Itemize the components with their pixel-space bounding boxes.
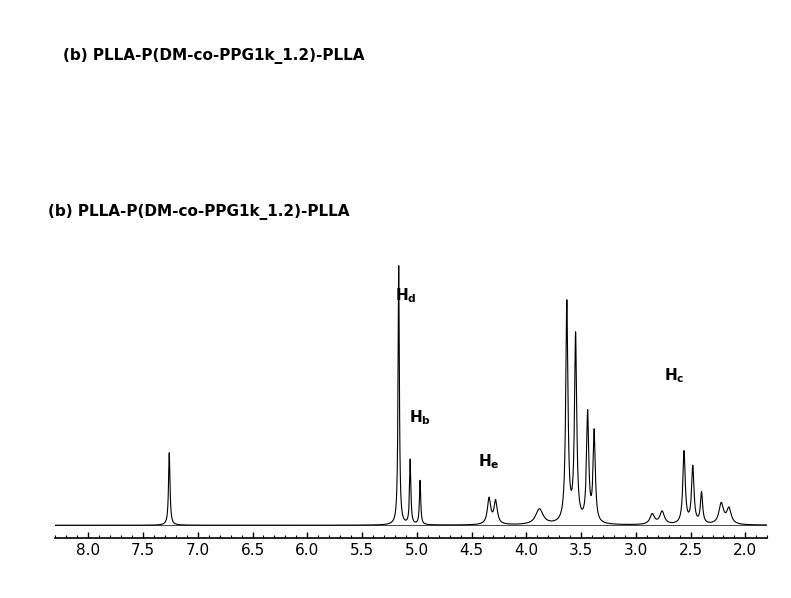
Text: $\mathbf{H_c}$: $\mathbf{H_c}$ xyxy=(664,367,684,385)
Text: (b) PLLA-P(DM-co-PPG1k_1.2)-PLLA: (b) PLLA-P(DM-co-PPG1k_1.2)-PLLA xyxy=(63,48,365,64)
Text: $\mathbf{H_e}$: $\mathbf{H_e}$ xyxy=(479,452,500,471)
Text: (b) PLLA-P(DM-co-PPG1k_1.2)-PLLA: (b) PLLA-P(DM-co-PPG1k_1.2)-PLLA xyxy=(48,204,350,220)
Text: $\mathbf{H_b}$: $\mathbf{H_b}$ xyxy=(409,408,431,427)
Text: $\mathbf{H_d}$: $\mathbf{H_d}$ xyxy=(395,286,417,305)
